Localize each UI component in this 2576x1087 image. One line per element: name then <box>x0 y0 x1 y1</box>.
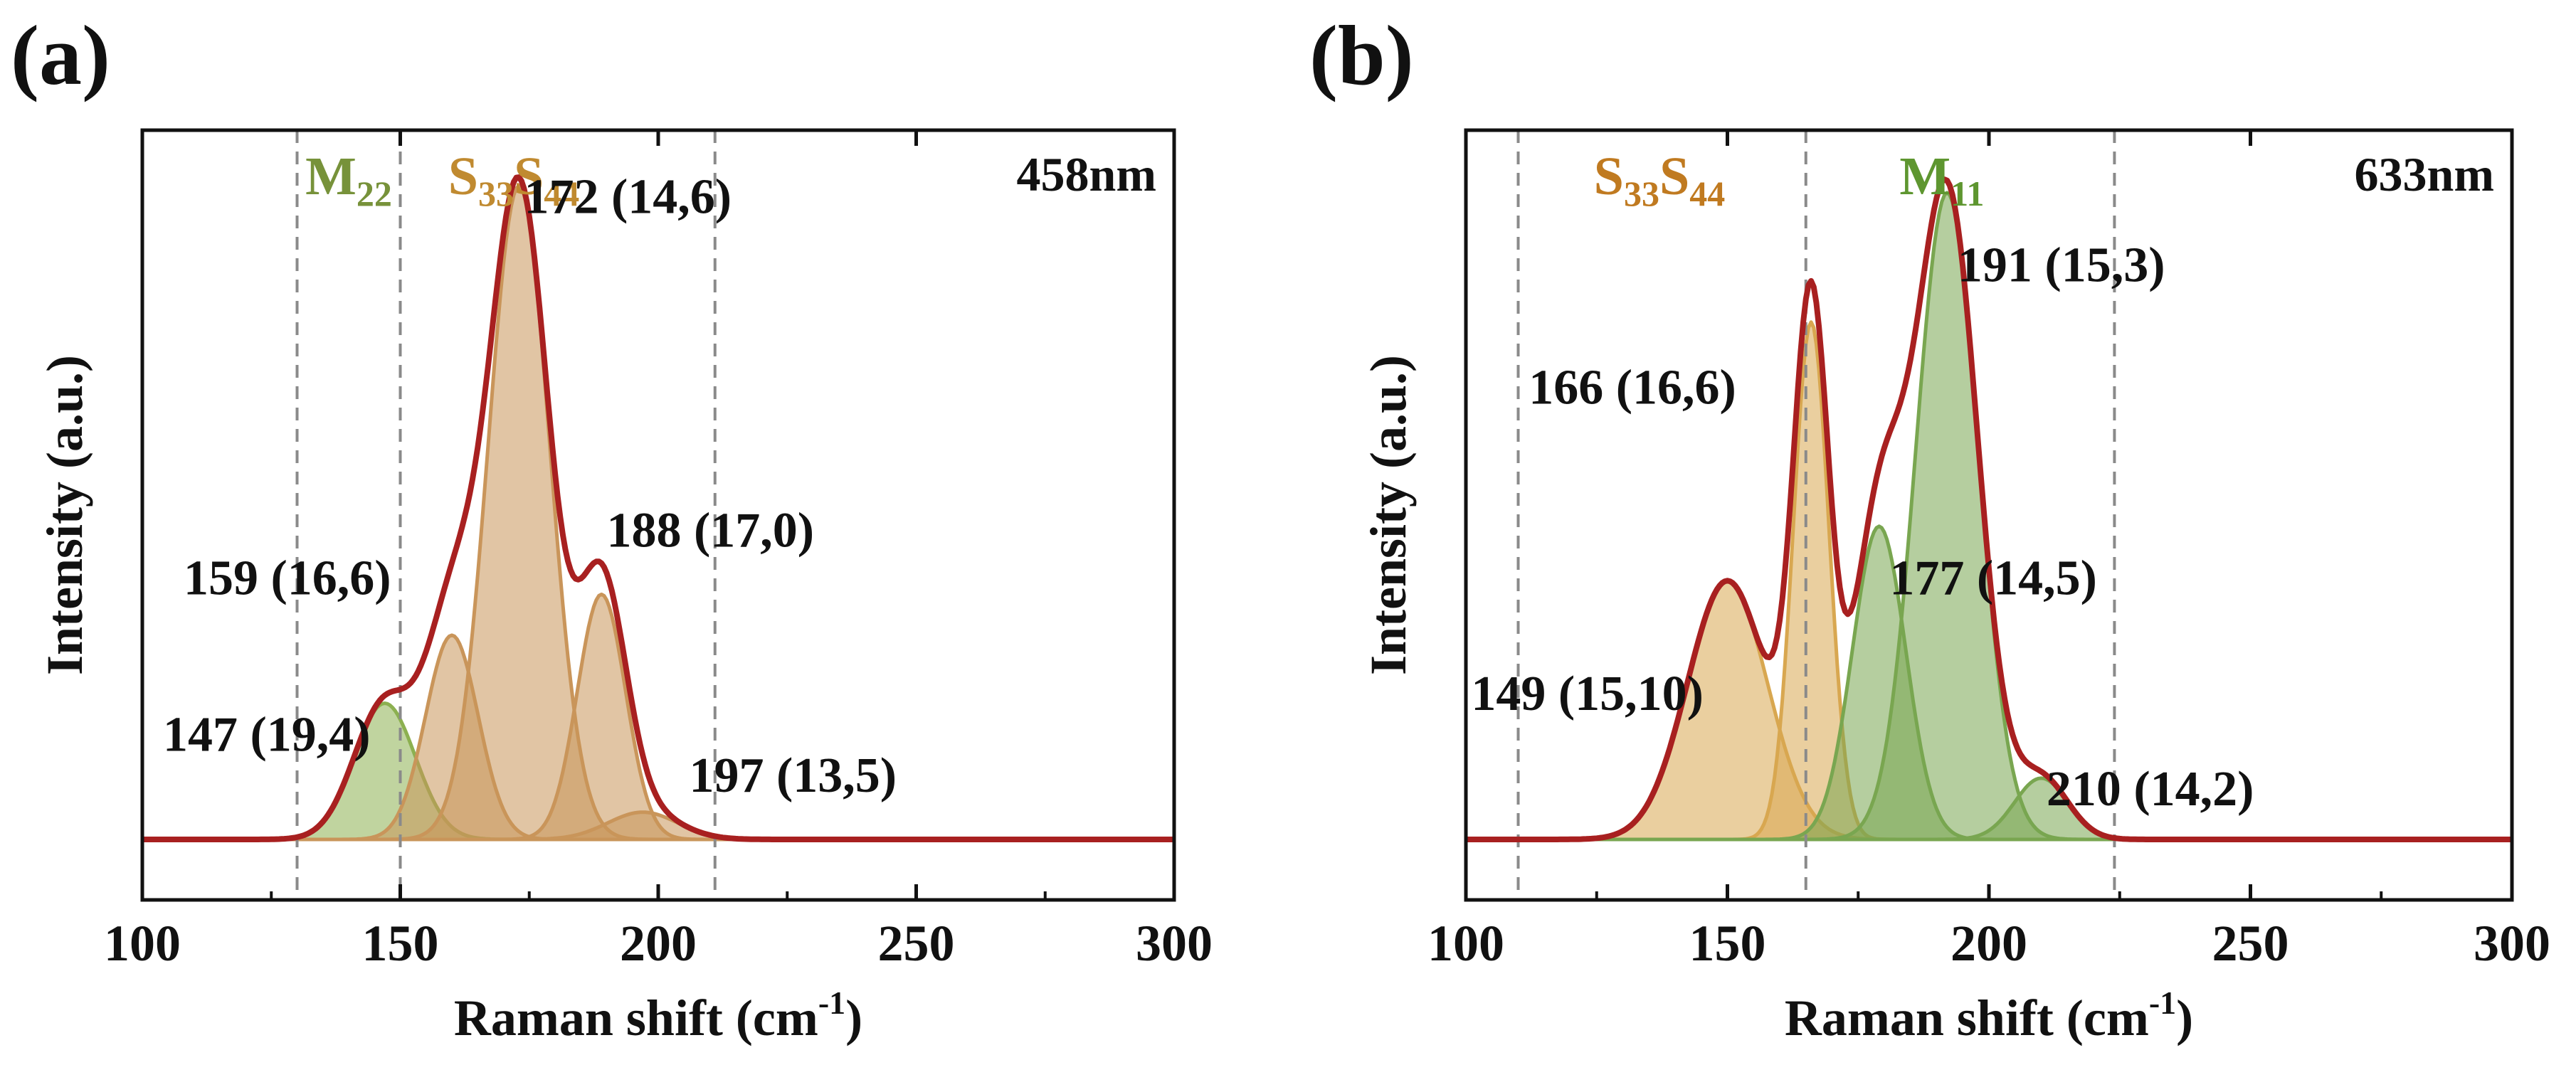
laser-wavelength: 458nm <box>1017 147 1156 201</box>
x-tick-label: 150 <box>362 915 439 972</box>
y-axis-title: Intensity (a.u.) <box>1360 355 1417 675</box>
peak-label: 159 (16,6) <box>184 551 391 605</box>
x-tick-label: 300 <box>2474 915 2550 972</box>
peak-label: 197 (13,5) <box>690 748 897 803</box>
panel-label: (a) <box>11 8 110 102</box>
peak-label: 191 (15,3) <box>1958 238 2165 292</box>
region-label: M11 <box>1899 147 1984 213</box>
y-axis-title: Intensity (a.u.) <box>36 355 93 675</box>
peak-label: 188 (17,0) <box>607 503 815 558</box>
region-label: S33S44 <box>448 147 580 213</box>
envelope-line <box>1465 176 2513 842</box>
x-axis-title: Raman shift (cm-1) <box>1785 985 2193 1046</box>
panel-label: (b) <box>1309 8 1414 102</box>
chart-panel-b: (b) 100 150 200 250 300 Raman shift (cm-1) Inte… <box>1309 8 2550 1046</box>
peak-label: 147 (19,4) <box>163 708 371 763</box>
x-tick-label: 150 <box>1689 915 1766 972</box>
region-label: S33S44 <box>1594 147 1726 213</box>
region-label: M22 <box>305 147 392 213</box>
x-tick-label: 200 <box>620 915 697 972</box>
peak-label: 172 (14,6) <box>524 170 732 225</box>
peak-label: 177 (14,5) <box>1889 551 2097 605</box>
x-tick-label: 100 <box>104 915 181 972</box>
x-tick-label: 250 <box>2212 915 2289 972</box>
peak-label: 149 (15,10) <box>1471 667 1704 721</box>
envelope-line <box>142 174 1175 842</box>
x-tick-label: 300 <box>1136 915 1213 972</box>
x-tick-label: 200 <box>1951 915 2027 972</box>
laser-wavelength: 633nm <box>2355 147 2494 201</box>
x-axis-title: Raman shift (cm-1) <box>454 985 862 1046</box>
peak-label: 166 (16,6) <box>1529 361 1736 415</box>
chart-panel-a: (a) 100 150 200 250 300 Raman shift (cm-1) Inte… <box>11 8 1213 1046</box>
x-tick-label: 250 <box>878 915 955 972</box>
peak-label: 210 (14,2) <box>2047 762 2254 817</box>
x-tick-label: 100 <box>1427 915 1504 972</box>
